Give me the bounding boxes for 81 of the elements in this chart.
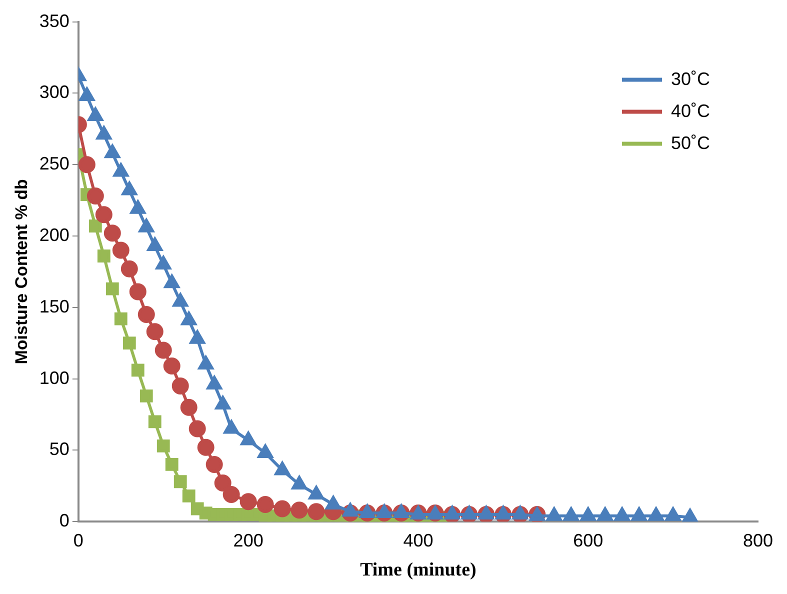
point xyxy=(308,486,324,500)
y-tick-label: 0 xyxy=(59,510,70,531)
point xyxy=(172,377,189,394)
x-tick-label: 400 xyxy=(403,530,434,550)
y-tick-label: 250 xyxy=(39,154,70,174)
point xyxy=(198,356,214,370)
point xyxy=(665,507,681,521)
point xyxy=(163,357,180,374)
point xyxy=(206,456,223,473)
point xyxy=(156,256,171,270)
point xyxy=(78,156,96,174)
y-tick-label: 300 xyxy=(39,82,70,102)
point xyxy=(274,500,291,518)
point xyxy=(180,398,198,416)
point xyxy=(240,493,257,510)
point xyxy=(308,503,325,520)
point xyxy=(172,293,188,307)
y-tick-label: 200 xyxy=(39,224,70,245)
point xyxy=(214,474,232,492)
point xyxy=(290,502,308,519)
y-tick-label: 100 xyxy=(39,368,70,388)
point xyxy=(164,274,180,288)
point xyxy=(104,224,121,242)
point xyxy=(682,508,698,522)
x-tick-label: 0 xyxy=(73,530,84,550)
x-axis-title: Time (minute) xyxy=(360,560,476,581)
legend-label: 50˚C xyxy=(671,132,710,153)
legend-label: 40˚C xyxy=(671,100,710,121)
point xyxy=(140,389,153,402)
point xyxy=(648,507,664,521)
point xyxy=(129,283,146,300)
point xyxy=(580,507,596,521)
point xyxy=(188,420,206,438)
point xyxy=(258,444,273,458)
y-tick-label: 50 xyxy=(49,439,70,460)
point xyxy=(95,206,112,224)
point xyxy=(215,396,230,410)
point xyxy=(114,312,128,326)
point xyxy=(224,420,239,434)
point xyxy=(632,507,647,521)
point xyxy=(326,496,341,510)
point xyxy=(122,336,136,350)
point xyxy=(546,507,562,521)
point xyxy=(360,504,375,518)
point xyxy=(112,242,130,259)
point xyxy=(614,507,630,521)
y-axis-title: Moisture Content % db xyxy=(12,179,31,364)
point xyxy=(598,507,613,521)
point xyxy=(190,330,205,344)
x-tick-label: 600 xyxy=(573,530,604,550)
point xyxy=(182,489,196,502)
y-tick-label: 150 xyxy=(39,296,70,316)
point xyxy=(148,415,162,428)
point xyxy=(86,188,104,205)
x-tick-label: 800 xyxy=(742,530,774,550)
legend-label: 30˚C xyxy=(671,68,710,89)
point xyxy=(106,282,119,296)
point xyxy=(206,376,222,390)
point xyxy=(376,504,392,518)
point xyxy=(174,475,187,488)
point xyxy=(181,312,196,326)
point xyxy=(292,476,307,490)
point xyxy=(156,439,170,452)
point xyxy=(131,364,144,377)
point xyxy=(154,342,172,359)
point xyxy=(120,260,138,278)
y-tick-label: 350 xyxy=(39,10,70,31)
point xyxy=(97,250,110,262)
point xyxy=(274,462,290,476)
x-tick-label: 200 xyxy=(233,530,264,550)
point xyxy=(394,504,409,518)
point xyxy=(88,220,102,232)
point xyxy=(564,507,579,521)
point xyxy=(197,438,214,456)
point xyxy=(240,432,256,446)
point xyxy=(342,503,358,517)
point xyxy=(146,323,164,340)
point xyxy=(222,486,240,503)
point xyxy=(138,306,155,324)
point xyxy=(165,458,178,471)
point xyxy=(256,496,274,513)
